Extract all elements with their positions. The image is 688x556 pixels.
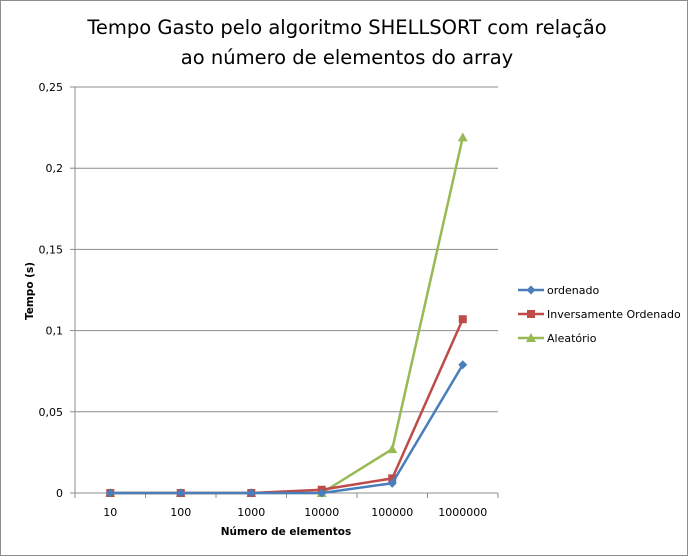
y-tick-label: 0,25 — [39, 81, 64, 94]
y-tick-label: 0,15 — [39, 243, 64, 256]
y-tick-label: 0,1 — [46, 325, 64, 338]
legend-item: Aleatório — [518, 332, 597, 345]
axes — [70, 86, 499, 498]
chart-title-line-2: ao número de elementos do array — [181, 46, 513, 69]
y-axis-label: Tempo (s) — [24, 262, 36, 320]
y-tick-label: 0,05 — [39, 406, 64, 419]
y-tick-labels: 0 0,05 0,1 0,15 0,2 0,25 — [39, 81, 64, 500]
x-tick-label: 1000000 — [438, 506, 487, 519]
series-group — [105, 132, 468, 498]
series-aleat-rio — [105, 132, 468, 497]
legend-label: Aleatório — [547, 332, 597, 345]
legend-item: ordenado — [518, 284, 600, 297]
data-point — [458, 360, 468, 370]
chart-title-line-1: Tempo Gasto pelo algoritmo SHELLSORT com… — [86, 16, 606, 39]
data-point — [387, 444, 398, 454]
data-point — [457, 132, 468, 142]
x-tick-label: 10 — [103, 506, 117, 519]
legend-item: Inversamente Ordenado — [518, 308, 681, 321]
series-line — [110, 318, 464, 495]
data-point — [246, 488, 256, 498]
x-tick-label: 100 — [170, 506, 191, 519]
data-point — [387, 478, 397, 488]
x-tick-label: 100000 — [371, 506, 413, 519]
series-line — [110, 364, 464, 495]
legend: ordenado Inversamente Ordenado Aleatório — [518, 284, 681, 345]
data-point — [526, 285, 536, 295]
data-point — [527, 310, 535, 318]
series-ordenado — [105, 360, 468, 498]
data-point — [317, 488, 327, 498]
data-point — [526, 333, 536, 342]
legend-label: Inversamente Ordenado — [547, 308, 681, 321]
data-point — [105, 488, 115, 498]
y-tick-label: 0 — [56, 487, 63, 500]
data-point — [388, 474, 397, 483]
x-tick-labels: 10 100 1000 10000 100000 1000000 — [103, 506, 487, 519]
data-point — [458, 315, 467, 324]
series-inversamente-ordenado — [106, 315, 467, 497]
x-tick-label: 1000 — [237, 506, 265, 519]
legend-label: ordenado — [547, 284, 600, 297]
y-tick-label: 0,2 — [46, 162, 64, 175]
data-point — [176, 488, 186, 498]
gridlines — [75, 86, 498, 413]
x-axis-label: Número de elementos — [221, 526, 352, 538]
x-tick-label: 10000 — [304, 506, 339, 519]
